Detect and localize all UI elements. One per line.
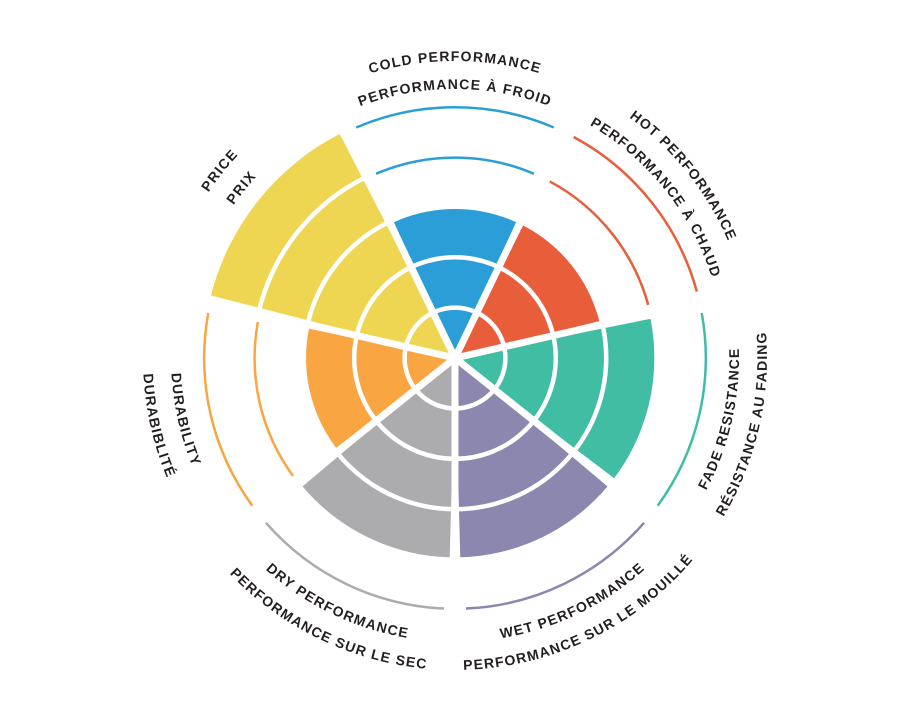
level-arc-wet-performance-5 bbox=[465, 521, 645, 610]
level-arc-dry-performance-5 bbox=[265, 521, 445, 610]
wedge-price bbox=[210, 133, 455, 358]
label-price-inner: PRIX bbox=[223, 167, 259, 207]
radial-gap-layer bbox=[203, 124, 707, 615]
level-arc-durability-5 bbox=[203, 312, 254, 507]
wedge-cold-performance bbox=[393, 206, 517, 358]
label-cold-performance-inner: PERFORMANCE À FROID bbox=[356, 76, 555, 109]
wedge-wet-performance bbox=[455, 358, 610, 560]
level-arc-cold-performance-4 bbox=[375, 156, 535, 175]
level-arc-hot-performance-4 bbox=[549, 180, 650, 306]
label-durability-inner: DURABILITY bbox=[168, 372, 205, 468]
level-arc-fade-resistance-5 bbox=[656, 312, 707, 507]
sector-gap bbox=[452, 355, 659, 521]
sector-gap bbox=[454, 297, 707, 362]
sector-gap bbox=[203, 297, 456, 362]
sector-gap bbox=[251, 355, 458, 521]
wedge-dry-performance bbox=[300, 358, 455, 560]
level-arc-cold-performance-5 bbox=[355, 105, 555, 129]
sector-gap bbox=[451, 124, 570, 360]
level-arc-durability-4 bbox=[253, 321, 295, 477]
wedge-durability bbox=[303, 328, 455, 450]
level-arc-hot-performance-5 bbox=[573, 135, 699, 292]
label-dry-performance-outer: PERFORMANCE SUR LE SEC bbox=[227, 564, 428, 671]
label-cold-performance-outer: COLD PERFORMANCE bbox=[366, 48, 543, 76]
label-hot-performance-outer: HOT PERFORMANCE bbox=[627, 107, 740, 243]
level-arc-layer bbox=[203, 105, 707, 610]
sector-gap bbox=[340, 124, 459, 360]
